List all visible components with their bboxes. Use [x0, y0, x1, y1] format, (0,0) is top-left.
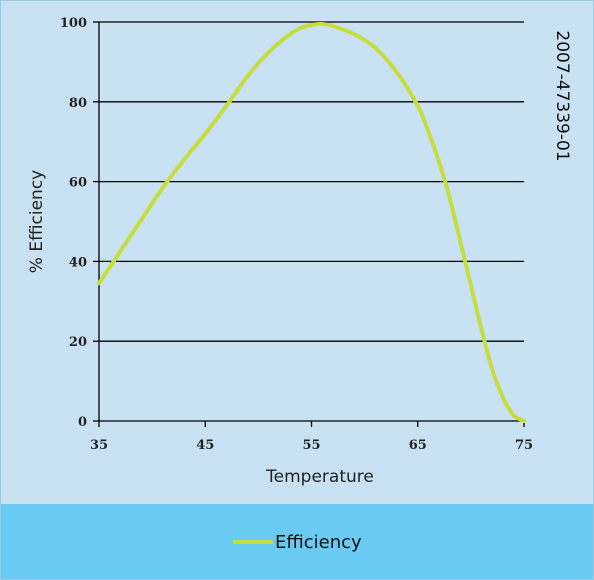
legend-band: [1, 504, 593, 579]
y-axis-title: % Efficiency: [27, 170, 47, 273]
series-line-efficiency: [97, 21, 526, 423]
y-tick-label-40: 40: [69, 255, 87, 270]
legend-swatch-efficiency: [233, 540, 273, 544]
plot-area-background: [1, 1, 593, 504]
y-tick-label-0: 0: [78, 415, 87, 430]
y-tick-label-60: 60: [69, 176, 87, 191]
x-tick-label-55: 55: [302, 438, 320, 453]
y-tick-label-20: 20: [69, 335, 87, 350]
x-tick-label-45: 45: [196, 438, 214, 453]
x-tick-label-35: 35: [90, 438, 108, 453]
x-axis-title: Temperature: [265, 467, 374, 487]
x-tick-label-75: 75: [515, 438, 533, 453]
chart-id-annotation: 2007-47339-01: [552, 30, 572, 161]
legend-label-efficiency: Efficiency: [275, 531, 362, 553]
y-tick-label-80: 80: [69, 96, 87, 111]
y-tick-label-100: 100: [60, 16, 87, 31]
legend: Efficiency: [233, 528, 362, 556]
x-tick-label-65: 65: [409, 438, 427, 453]
